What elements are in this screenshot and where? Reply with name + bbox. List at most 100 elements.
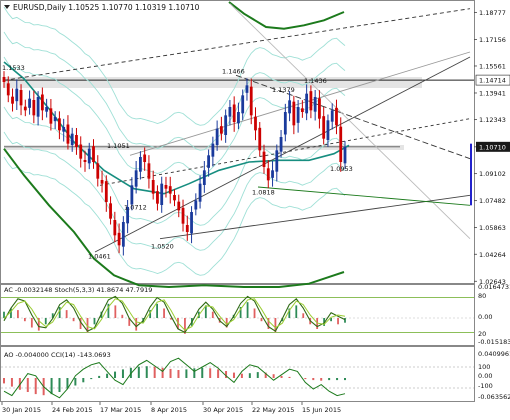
bear-candle xyxy=(104,181,108,202)
y-tick-label: 1.15561 xyxy=(479,63,506,71)
bull-candle xyxy=(130,185,134,205)
bear-candle xyxy=(117,232,121,246)
stoch-line-0 xyxy=(3,295,346,334)
x-tick-label: 22 May 2015 xyxy=(252,406,294,414)
swing-label-1-1533: 1.1533 xyxy=(2,64,25,72)
bull-candle xyxy=(296,107,300,123)
x-tick-label: 24 Feb 2015 xyxy=(52,406,92,414)
subwindow2-label: AO -0.004000 CCI(14) -143.0693 xyxy=(4,351,111,359)
sub1-axis-80: 80 xyxy=(478,292,486,300)
bull-candle xyxy=(70,133,74,145)
bull-candle xyxy=(53,117,57,122)
bear-candle xyxy=(173,195,176,201)
sub2-axis-100: 100 xyxy=(478,363,490,371)
bull-candle xyxy=(36,97,40,117)
solid-lower-trendline xyxy=(159,194,471,240)
swing-label-1-0712: 1.0712 xyxy=(124,204,147,212)
upper-green-curve xyxy=(228,1,345,30)
bull-candle xyxy=(211,143,215,157)
x-tick-label: 17 Mar 2015 xyxy=(100,406,141,414)
support-zone xyxy=(4,145,404,150)
envelope-band-1 xyxy=(3,31,346,151)
bull-candle xyxy=(241,95,245,114)
y-tick-label: 1.17156 xyxy=(479,36,506,44)
swing-label-1-0520: 1.0520 xyxy=(151,243,174,251)
bear-candle xyxy=(300,108,304,112)
resistance-zone xyxy=(4,77,422,88)
y-tick-label: 1.09102 xyxy=(479,170,506,178)
bull-candle xyxy=(279,137,283,152)
bull-candle xyxy=(190,212,193,234)
bull-candle xyxy=(160,183,164,205)
x-tick-label: 8 Apr 2015 xyxy=(151,406,187,414)
window-menu-icon[interactable] xyxy=(4,5,10,9)
swing-label-1-1436: 1.1436 xyxy=(304,77,327,85)
dashed-resistance-trendline xyxy=(235,74,471,160)
swing-label-1-1379: 1.1379 xyxy=(272,86,295,94)
bear-candle xyxy=(339,126,343,162)
ao-cci-layer xyxy=(1,357,474,399)
bull-candle xyxy=(121,222,125,247)
bear-candle xyxy=(258,127,262,151)
dropdown-triangle-icon[interactable] xyxy=(4,5,10,9)
bull-candle xyxy=(194,200,198,210)
lower-green-curve xyxy=(3,148,345,289)
bull-candle xyxy=(202,170,206,185)
bear-candle xyxy=(266,168,270,181)
marked-price-label: 1.14714 xyxy=(479,77,506,85)
price-axis-layer: 1.18777 1.17156 1.15561 1.13941 1.12343 1.091… xyxy=(470,9,510,286)
bull-candle xyxy=(87,148,91,164)
bear-candle xyxy=(181,207,185,224)
x-tick-label: 30 Jan 2015 xyxy=(2,406,41,414)
bull-candle xyxy=(326,120,330,140)
bear-candle xyxy=(79,144,83,159)
bear-candle xyxy=(232,104,236,122)
swing-label-1-0818: 1.0818 xyxy=(252,189,275,197)
bear-candle xyxy=(219,126,223,134)
bear-candle xyxy=(92,146,95,162)
bull-candle xyxy=(134,170,138,187)
bull-candle xyxy=(237,112,240,124)
sub2-axis-minus100: -100 xyxy=(478,382,493,390)
x-tick-label: 30 Apr 2015 xyxy=(203,406,243,414)
bull-candle xyxy=(126,207,130,224)
sub1-axis-bottom: -0.015183 xyxy=(478,338,510,346)
cci-line xyxy=(3,357,346,399)
marked-price-box xyxy=(475,74,510,86)
symbol-header: EURUSD,Daily 1.10525 1.10770 1.10319 1.1… xyxy=(13,3,200,12)
bear-candle xyxy=(66,124,70,144)
swing-label-1-1051: 1.1051 xyxy=(107,142,130,150)
green-fib-line xyxy=(257,186,471,206)
bull-candle xyxy=(271,170,274,178)
bear-candle xyxy=(96,163,100,179)
bear-candle xyxy=(75,135,78,147)
swing-label-1-0953: 1.0953 xyxy=(330,165,353,173)
bull-candle xyxy=(245,85,249,93)
bear-candle xyxy=(309,91,313,111)
current-price-box xyxy=(476,141,510,152)
time-axis: 30 Jan 2015 24 Feb 2015 17 Mar 2015 8 Apr 2… xyxy=(1,402,341,414)
bear-candle xyxy=(292,101,296,126)
subwindow1-label: AC -0.0032148 Stoch(5,3,3) 41.8674 47.79… xyxy=(4,286,152,294)
bear-candle xyxy=(262,151,266,167)
y-tick-label: 1.12343 xyxy=(479,116,506,124)
bull-candle xyxy=(207,155,210,168)
bull-candle xyxy=(28,98,31,108)
bull-candle xyxy=(215,128,219,145)
bear-candle xyxy=(83,160,87,162)
sub2-axis-top: 0.0409961 xyxy=(478,350,510,358)
bear-candle xyxy=(19,90,23,106)
bull-candle xyxy=(275,150,279,172)
bear-candle xyxy=(318,98,321,119)
solid-support-trendline xyxy=(94,56,471,253)
bear-candle xyxy=(113,220,117,236)
bear-candle xyxy=(11,96,14,104)
y-tick-label: 1.04264 xyxy=(479,251,506,259)
bear-candle xyxy=(322,116,326,139)
bear-candle xyxy=(147,163,151,179)
y-tick-label: 1.13941 xyxy=(479,90,506,98)
x-tick-label: 15 Jun 2015 xyxy=(302,406,341,414)
envelope-band-5 xyxy=(3,156,346,276)
